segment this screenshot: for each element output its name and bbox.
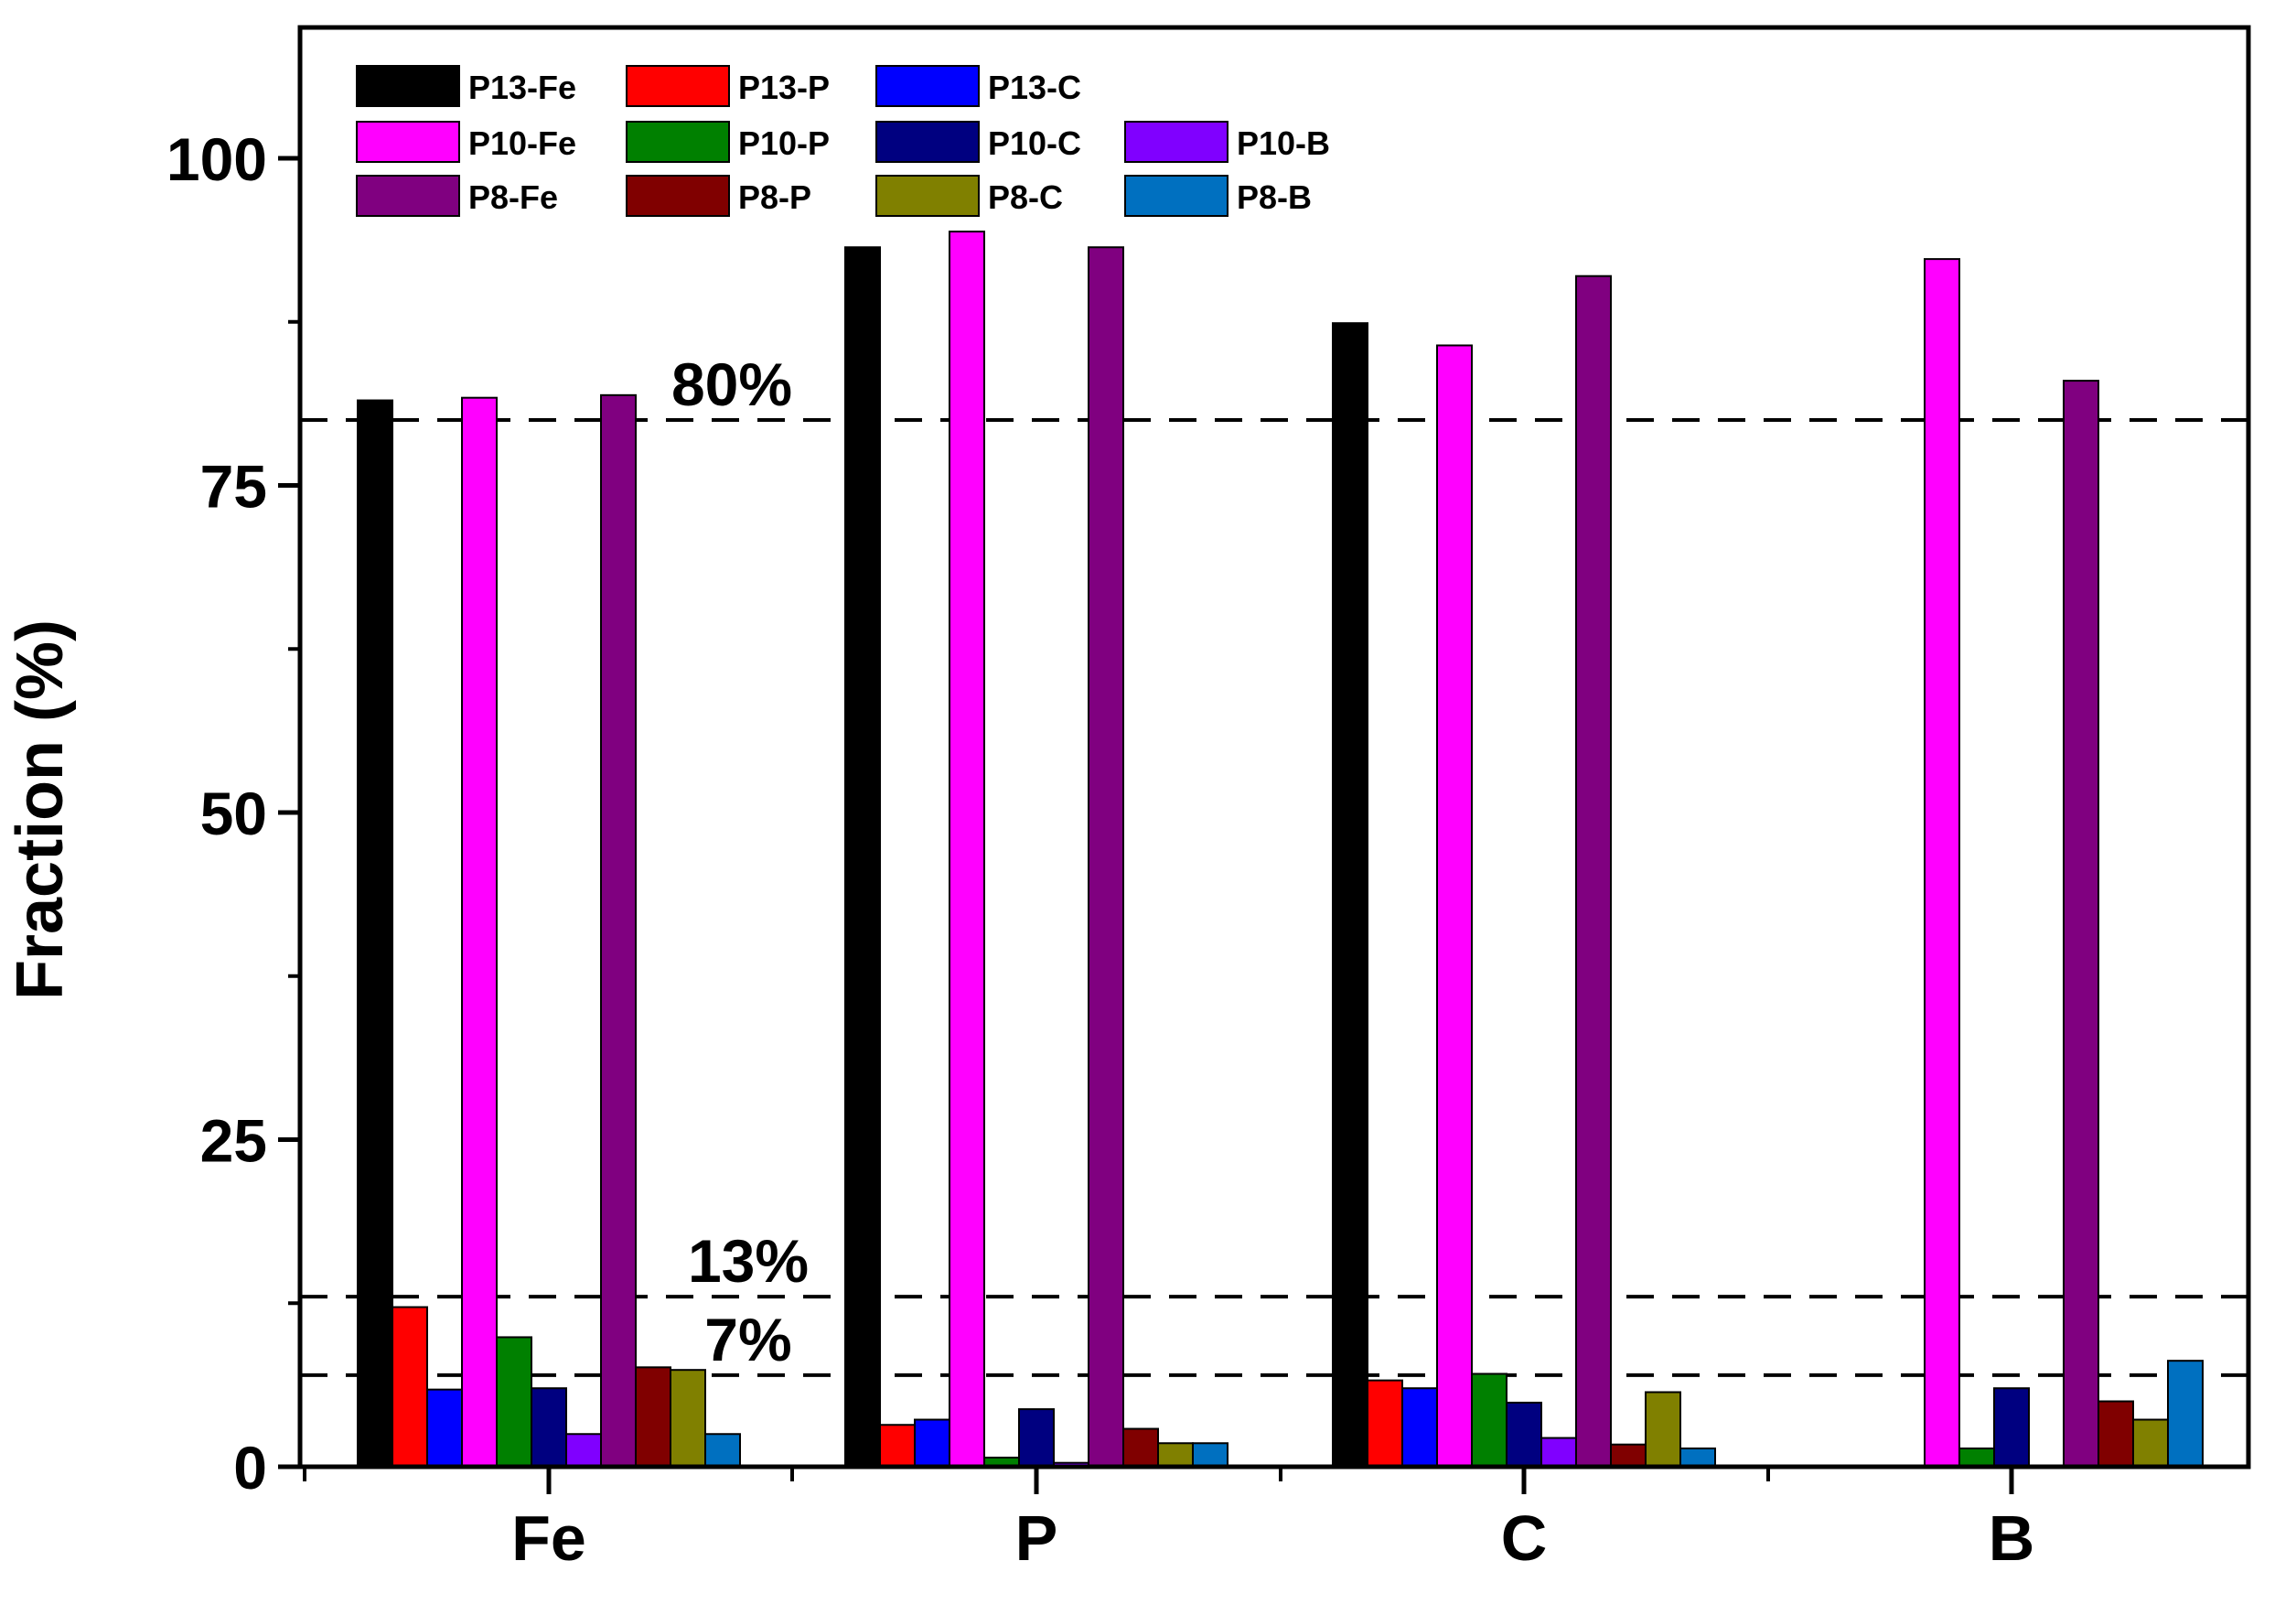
- bar-p8-b-c: [1679, 1447, 1716, 1468]
- bar-p8-b-b: [2167, 1360, 2204, 1469]
- legend-label-p8-fe: P8-Fe: [468, 178, 558, 216]
- bar-p13-c-c: [1401, 1387, 1438, 1468]
- legend-swatch-p10-fe: [356, 121, 460, 163]
- bar-p13-fe-fe: [357, 399, 393, 1468]
- bar-p8-fe-fe: [600, 393, 637, 1469]
- bar-p10-b-c: [1540, 1437, 1577, 1469]
- axes: 0 25 50 75 100 Fe P C B: [166, 25, 2251, 1574]
- x-tick-label-fe: Fe: [511, 1502, 586, 1574]
- legend: P13-Fe P13-P P13-C P10-Fe P10-P P10-C P10-B P8-…: [356, 65, 1330, 217]
- bar-p10-c-c: [1506, 1401, 1542, 1469]
- legend-label-p13-c: P13-C: [988, 69, 1081, 106]
- bar-p8-c-b: [2132, 1418, 2169, 1469]
- bar-p13-c-fe: [426, 1388, 463, 1469]
- bar-p10-b-fe: [565, 1433, 602, 1468]
- bar-p13-p-c: [1367, 1379, 1403, 1468]
- legend-swatch-p8-b: [1124, 175, 1228, 217]
- y-tick-label-100: 100: [166, 125, 267, 193]
- bar-p8-p-b: [2098, 1400, 2134, 1468]
- bar-p8-fe-b: [2063, 380, 2099, 1469]
- bar-p13-p-p: [879, 1424, 916, 1468]
- bar-p10-fe-fe: [461, 396, 498, 1469]
- legend-label-p13-fe: P13-Fe: [468, 69, 576, 106]
- y-tick-label-50: 50: [200, 780, 267, 847]
- bar-p13-p-fe: [392, 1306, 428, 1469]
- plot-frame: [297, 25, 2251, 1469]
- bar-p8-b-p: [1192, 1442, 1228, 1469]
- x-tick-label-c: C: [1501, 1502, 1548, 1574]
- ref-label-80: 80%: [671, 350, 792, 418]
- bar-p10-fe-p: [949, 231, 985, 1469]
- legend-swatch-p13-p: [626, 65, 730, 107]
- bar-p8-fe-c: [1575, 275, 1612, 1469]
- y-axis-label: Fraction (%): [4, 619, 77, 1000]
- bar-p10-p-b: [1958, 1447, 1995, 1468]
- bar-p8-p-p: [1122, 1427, 1159, 1469]
- bar-p10-c-fe: [531, 1387, 567, 1468]
- bar-p8-c-c: [1645, 1391, 1681, 1468]
- legend-swatch-p8-fe: [356, 175, 460, 217]
- legend-swatch-p8-c: [875, 175, 980, 217]
- legend-label-p10-b: P10-B: [1237, 124, 1330, 162]
- legend-swatch-p8-p: [626, 175, 730, 217]
- bar-p10-p-c: [1471, 1373, 1507, 1468]
- legend-label-p10-p: P10-P: [738, 124, 830, 162]
- y-tick-label-75: 75: [200, 453, 267, 521]
- legend-label-p13-p: P13-P: [738, 69, 830, 106]
- legend-label-p8-c: P8-C: [988, 178, 1063, 216]
- y-tick-label-25: 25: [200, 1107, 267, 1175]
- y-tick-label-0: 0: [233, 1434, 267, 1502]
- legend-swatch-p10-b: [1124, 121, 1228, 163]
- legend-label-p8-p: P8-P: [738, 178, 811, 216]
- bar-p8-b-fe: [704, 1433, 741, 1468]
- bar-p10-p-fe: [496, 1336, 532, 1469]
- bar-p8-p-fe: [635, 1366, 671, 1468]
- bar-p10-fe-b: [1924, 258, 1960, 1468]
- legend-swatch-p13-fe: [356, 65, 460, 107]
- bar-p13-fe-c: [1332, 322, 1368, 1468]
- ref-label-7: 7%: [704, 1306, 791, 1373]
- x-tick-label-p: P: [1015, 1502, 1058, 1574]
- bar-p8-p-c: [1610, 1443, 1647, 1468]
- bar-p13-c-p: [914, 1418, 950, 1469]
- bar-p10-c-p: [1018, 1408, 1055, 1468]
- bar-p10-fe-c: [1436, 344, 1473, 1468]
- bars: [357, 231, 2204, 1469]
- legend-swatch-p10-p: [626, 121, 730, 163]
- legend-label-p8-b: P8-B: [1237, 178, 1312, 216]
- bar-p8-c-p: [1157, 1442, 1194, 1469]
- ref-label-13: 13%: [688, 1227, 809, 1295]
- legend-label-p10-c: P10-C: [988, 124, 1081, 162]
- legend-label-p10-fe: P10-Fe: [468, 124, 576, 162]
- x-tick-label-b: B: [1989, 1502, 2035, 1574]
- bar-p10-c-b: [1993, 1387, 2030, 1468]
- legend-swatch-p13-c: [875, 65, 980, 107]
- bar-p13-fe-p: [844, 246, 881, 1468]
- reference-labels: 80% 13% 7%: [671, 350, 809, 1373]
- bar-p8-fe-p: [1088, 246, 1124, 1468]
- legend-swatch-p10-c: [875, 121, 980, 163]
- bar-p8-c-fe: [670, 1369, 706, 1469]
